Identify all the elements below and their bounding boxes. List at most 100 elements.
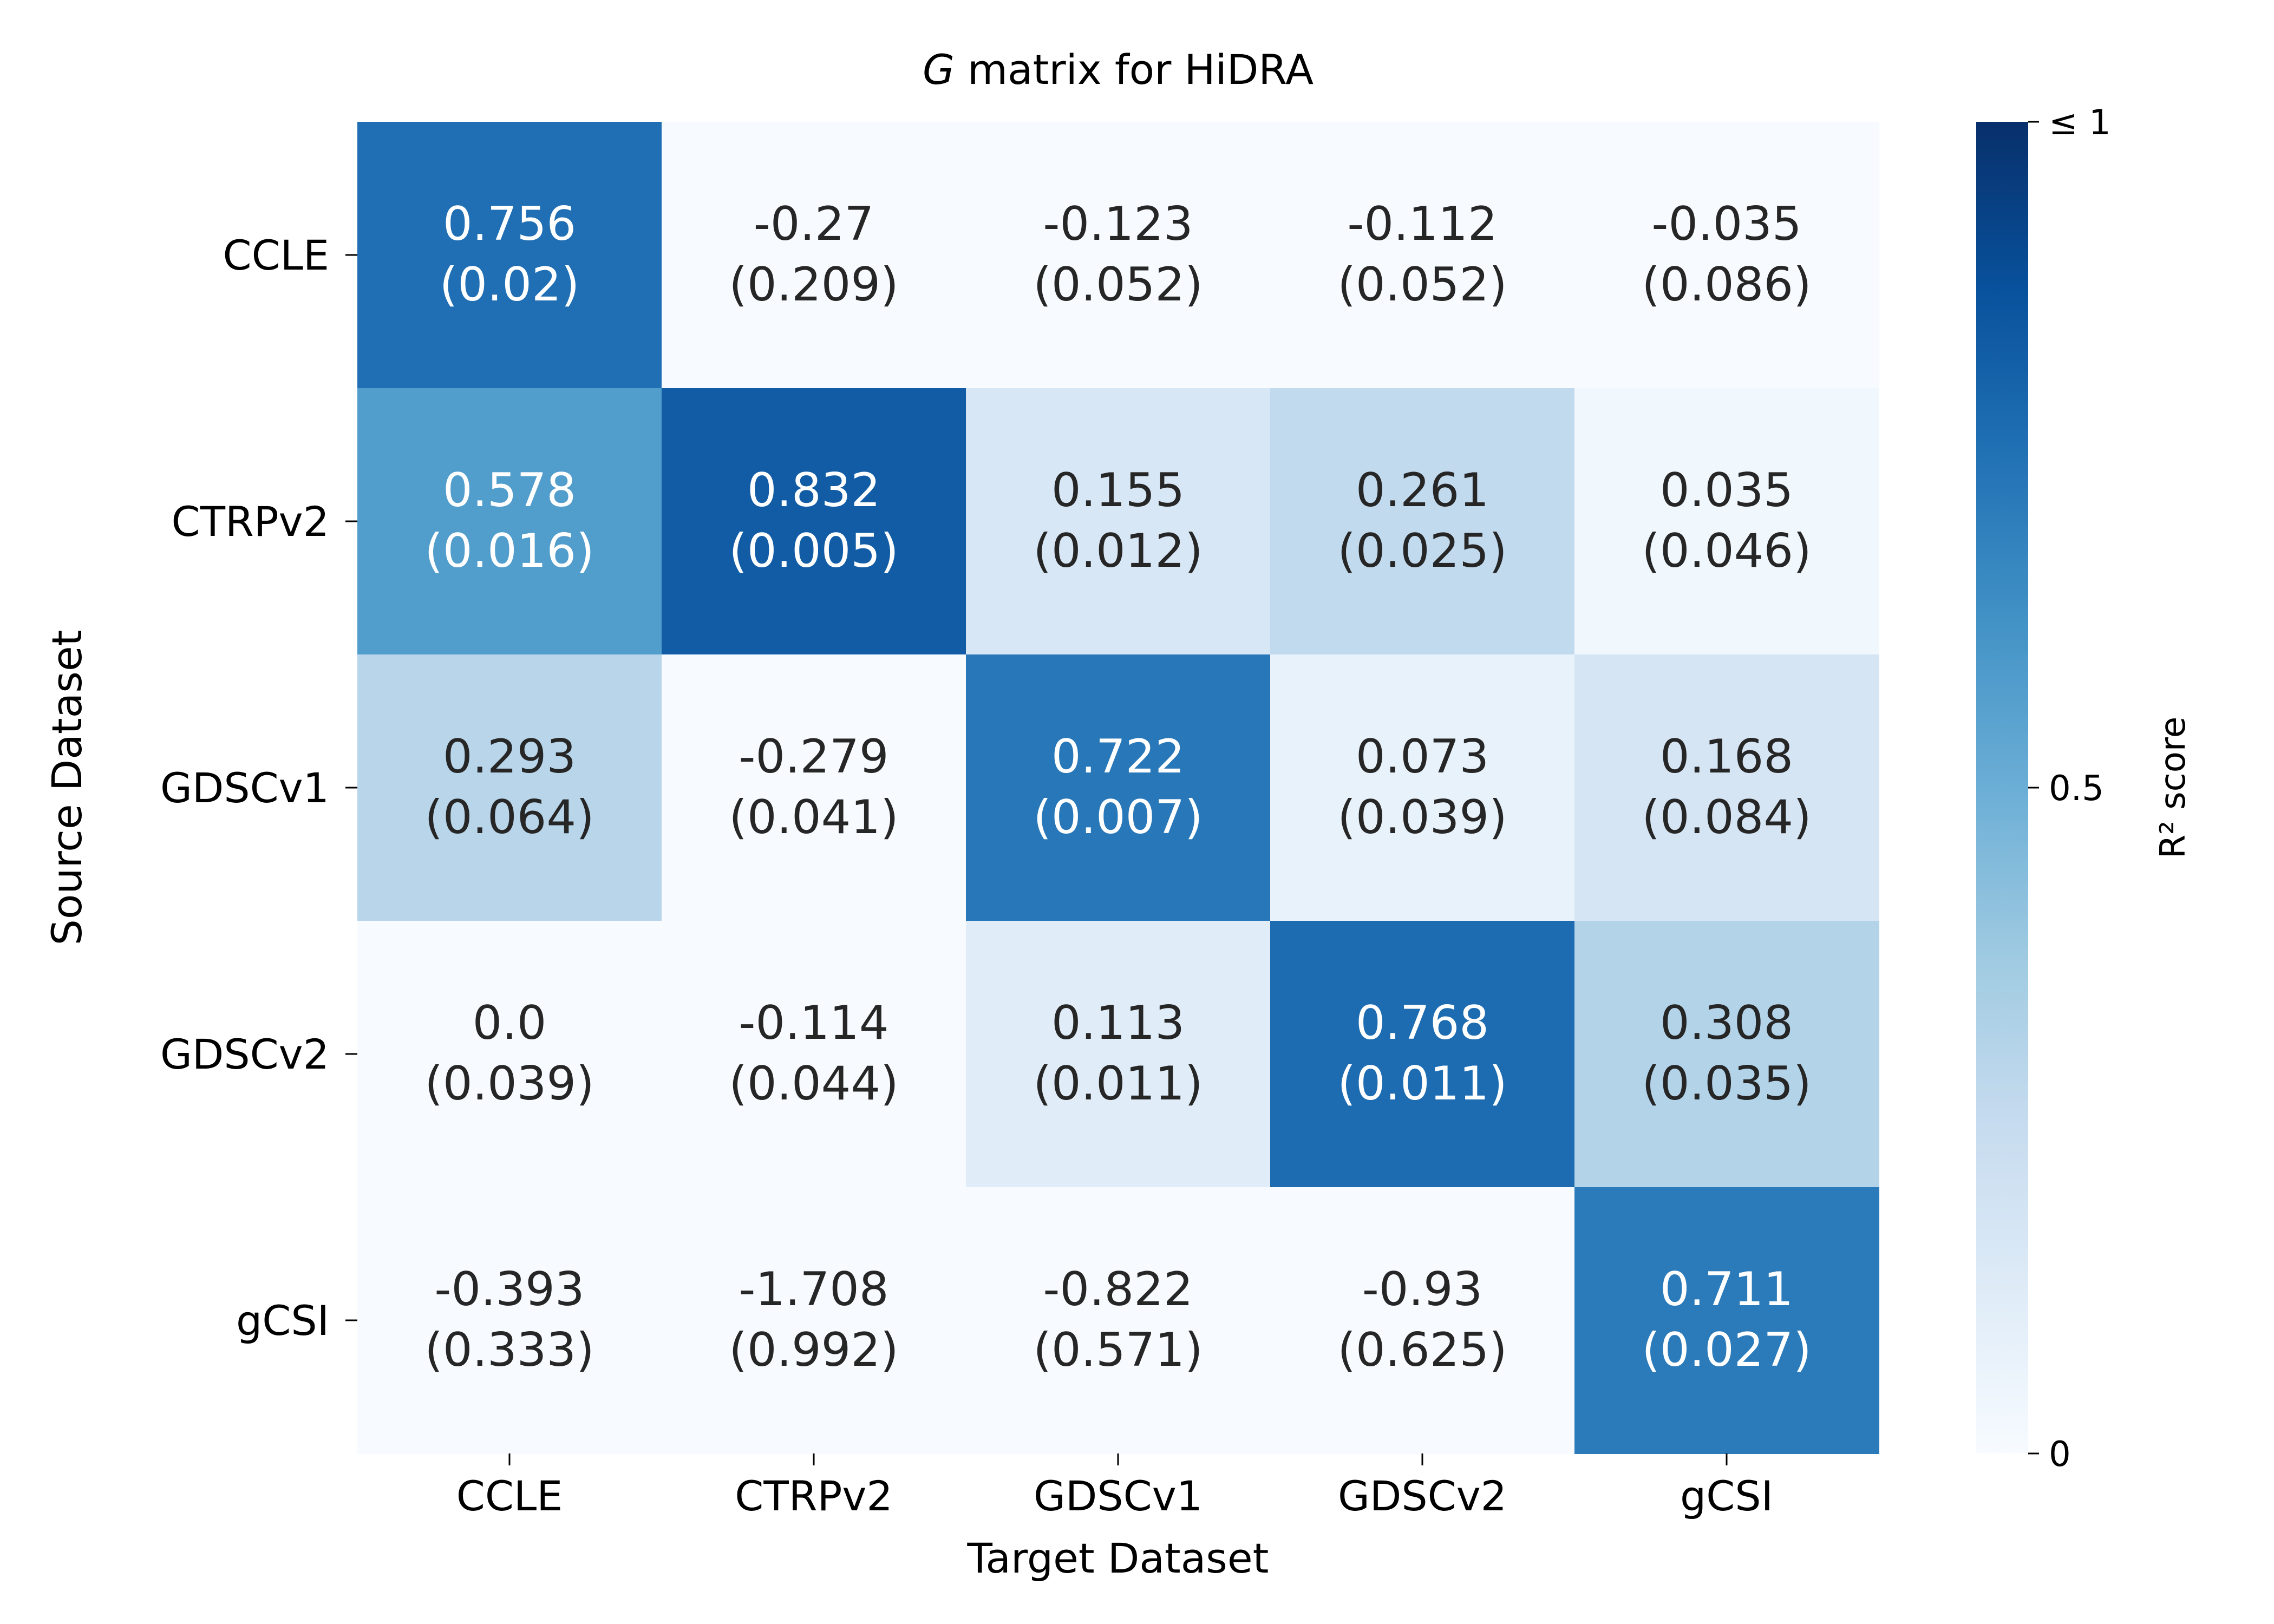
- cell-std-label: (0.035): [1642, 1057, 1811, 1111]
- colorbar-tick-label: ≤ 1: [2049, 103, 2111, 143]
- cell-std-label: (0.011): [1033, 1057, 1203, 1111]
- cell-std-label: (0.027): [1642, 1323, 1811, 1377]
- cell-value-label: -0.114: [739, 996, 888, 1050]
- heatmap-cell: [966, 921, 1271, 1188]
- cell-value-label: 0.168: [1660, 730, 1793, 784]
- chart-title-rest: matrix for HiDRA: [955, 45, 1314, 94]
- cell-value-label: -0.822: [1043, 1262, 1193, 1317]
- heatmap-cell: [357, 122, 662, 389]
- heatmap-cell: [357, 1187, 662, 1454]
- heatmap-cell: [1574, 388, 1879, 655]
- cell-value-label: -0.035: [1651, 197, 1801, 251]
- cell-std-label: (0.625): [1337, 1323, 1507, 1377]
- heatmap-cells: [357, 122, 1879, 1454]
- cell-value-label: -0.123: [1043, 197, 1193, 251]
- cell-std-label: (0.052): [1033, 258, 1203, 312]
- heatmap-cell: [966, 654, 1271, 921]
- colorbar-tick-label: 0.5: [2049, 769, 2104, 809]
- cell-value-label: -0.27: [754, 197, 874, 251]
- cell-value-label: -0.93: [1362, 1262, 1483, 1317]
- y-tick-label: gCSI: [236, 1296, 329, 1345]
- cell-std-label: (0.02): [440, 258, 580, 312]
- x-axis: CCLE CTRPv2 GDSCv1 GDSCv2 gCSI: [456, 1453, 1773, 1520]
- cell-value-label: 0.035: [1660, 463, 1793, 518]
- cell-std-label: (0.046): [1642, 524, 1811, 578]
- heatmap-cell: [357, 654, 662, 921]
- cell-value-label: 0.0: [473, 996, 547, 1050]
- heatmap-cell: [357, 388, 662, 655]
- x-tick-label: GDSCv1: [1034, 1472, 1203, 1520]
- cell-std-label: (0.209): [729, 258, 898, 312]
- y-axis-label: Source Dataset: [43, 630, 91, 946]
- heatmap-cell-labels: 0.756 (0.02) -0.27 (0.209) -0.123 (0.052) -0.1…: [424, 197, 1811, 1377]
- cell-value-label: 0.578: [443, 463, 576, 518]
- colorbar-ticks: 0 0.5 ≤ 1: [2028, 103, 2111, 1475]
- cell-std-label: (0.039): [424, 1057, 594, 1111]
- cell-std-label: (0.052): [1337, 258, 1507, 312]
- heatmap-cell: [1574, 654, 1879, 921]
- cell-value-label: 0.073: [1356, 730, 1489, 784]
- y-tick-label: CTRPv2: [172, 497, 329, 546]
- cell-std-label: (0.012): [1033, 524, 1203, 578]
- cell-value-label: -0.393: [434, 1262, 584, 1317]
- heatmap-cell: [662, 122, 966, 389]
- heatmap-cell: [662, 654, 966, 921]
- heatmap-cell: [1270, 921, 1575, 1188]
- cell-value-label: -0.112: [1347, 197, 1497, 251]
- cell-std-label: (0.044): [729, 1057, 898, 1111]
- cell-value-label: -1.708: [739, 1262, 888, 1317]
- heatmap-cell: [662, 388, 966, 655]
- heatmap-cell: [662, 1187, 966, 1454]
- cell-std-label: (0.041): [729, 790, 898, 844]
- cell-value-label: 0.113: [1051, 996, 1185, 1050]
- cell-std-label: (0.039): [1337, 790, 1507, 844]
- cell-value-label: 0.832: [747, 463, 880, 518]
- heatmap-cell: [1574, 1187, 1879, 1454]
- x-tick-label: CTRPv2: [735, 1472, 892, 1520]
- cell-std-label: (0.992): [729, 1323, 898, 1377]
- chart-title-italic: G: [923, 45, 955, 94]
- cell-std-label: (0.007): [1033, 790, 1203, 844]
- cell-value-label: -0.279: [739, 730, 888, 784]
- heatmap-cell: [966, 388, 1271, 655]
- cell-std-label: (0.005): [729, 524, 898, 578]
- cell-std-label: (0.084): [1642, 790, 1811, 844]
- cell-std-label: (0.016): [424, 524, 594, 578]
- x-axis-label: Target Dataset: [967, 1534, 1269, 1582]
- cell-value-label: 0.155: [1051, 463, 1185, 518]
- heatmap-cell: [1270, 388, 1575, 655]
- chart-title: G matrix for HiDRA: [923, 45, 1314, 94]
- y-tick-label: GDSCv2: [160, 1030, 329, 1078]
- heatmap-cell: [966, 1187, 1271, 1454]
- heatmap-cell: [1270, 122, 1575, 389]
- y-tick-label: GDSCv1: [160, 764, 329, 812]
- cell-value-label: 0.756: [443, 197, 576, 251]
- colorbar-label: R² score: [2153, 717, 2193, 859]
- x-tick-label: gCSI: [1680, 1472, 1773, 1520]
- cell-value-label: 0.293: [443, 730, 576, 784]
- cell-std-label: (0.011): [1337, 1057, 1507, 1111]
- x-tick-label: CCLE: [456, 1472, 563, 1520]
- cell-value-label: 0.722: [1051, 730, 1185, 784]
- heatmap-cell: [357, 921, 662, 1188]
- cell-std-label: (0.025): [1337, 524, 1507, 578]
- cell-value-label: 0.261: [1356, 463, 1489, 518]
- heatmap-cell: [1270, 654, 1575, 921]
- cell-value-label: 0.308: [1660, 996, 1793, 1050]
- y-tick-label: CCLE: [223, 231, 330, 279]
- heatmap-cell: [966, 122, 1271, 389]
- heatmap-cell: [1270, 1187, 1575, 1454]
- cell-std-label: (0.064): [424, 790, 594, 844]
- heatmap-cell: [662, 921, 966, 1188]
- x-tick-label: GDSCv2: [1338, 1472, 1507, 1520]
- colorbar-gradient: [1976, 122, 2028, 1453]
- cell-std-label: (0.571): [1033, 1323, 1203, 1377]
- heatmap-cell: [1574, 122, 1879, 389]
- y-axis: CCLE CTRPv2 GDSCv1 GDSCv2 gCSI: [160, 231, 357, 1345]
- cell-std-label: (0.086): [1642, 258, 1811, 312]
- colorbar-tick-label: 0: [2049, 1435, 2071, 1475]
- colorbar: 0 0.5 ≤ 1 R² score: [1976, 103, 2193, 1475]
- cell-std-label: (0.333): [424, 1323, 594, 1377]
- cell-value-label: 0.768: [1356, 996, 1489, 1050]
